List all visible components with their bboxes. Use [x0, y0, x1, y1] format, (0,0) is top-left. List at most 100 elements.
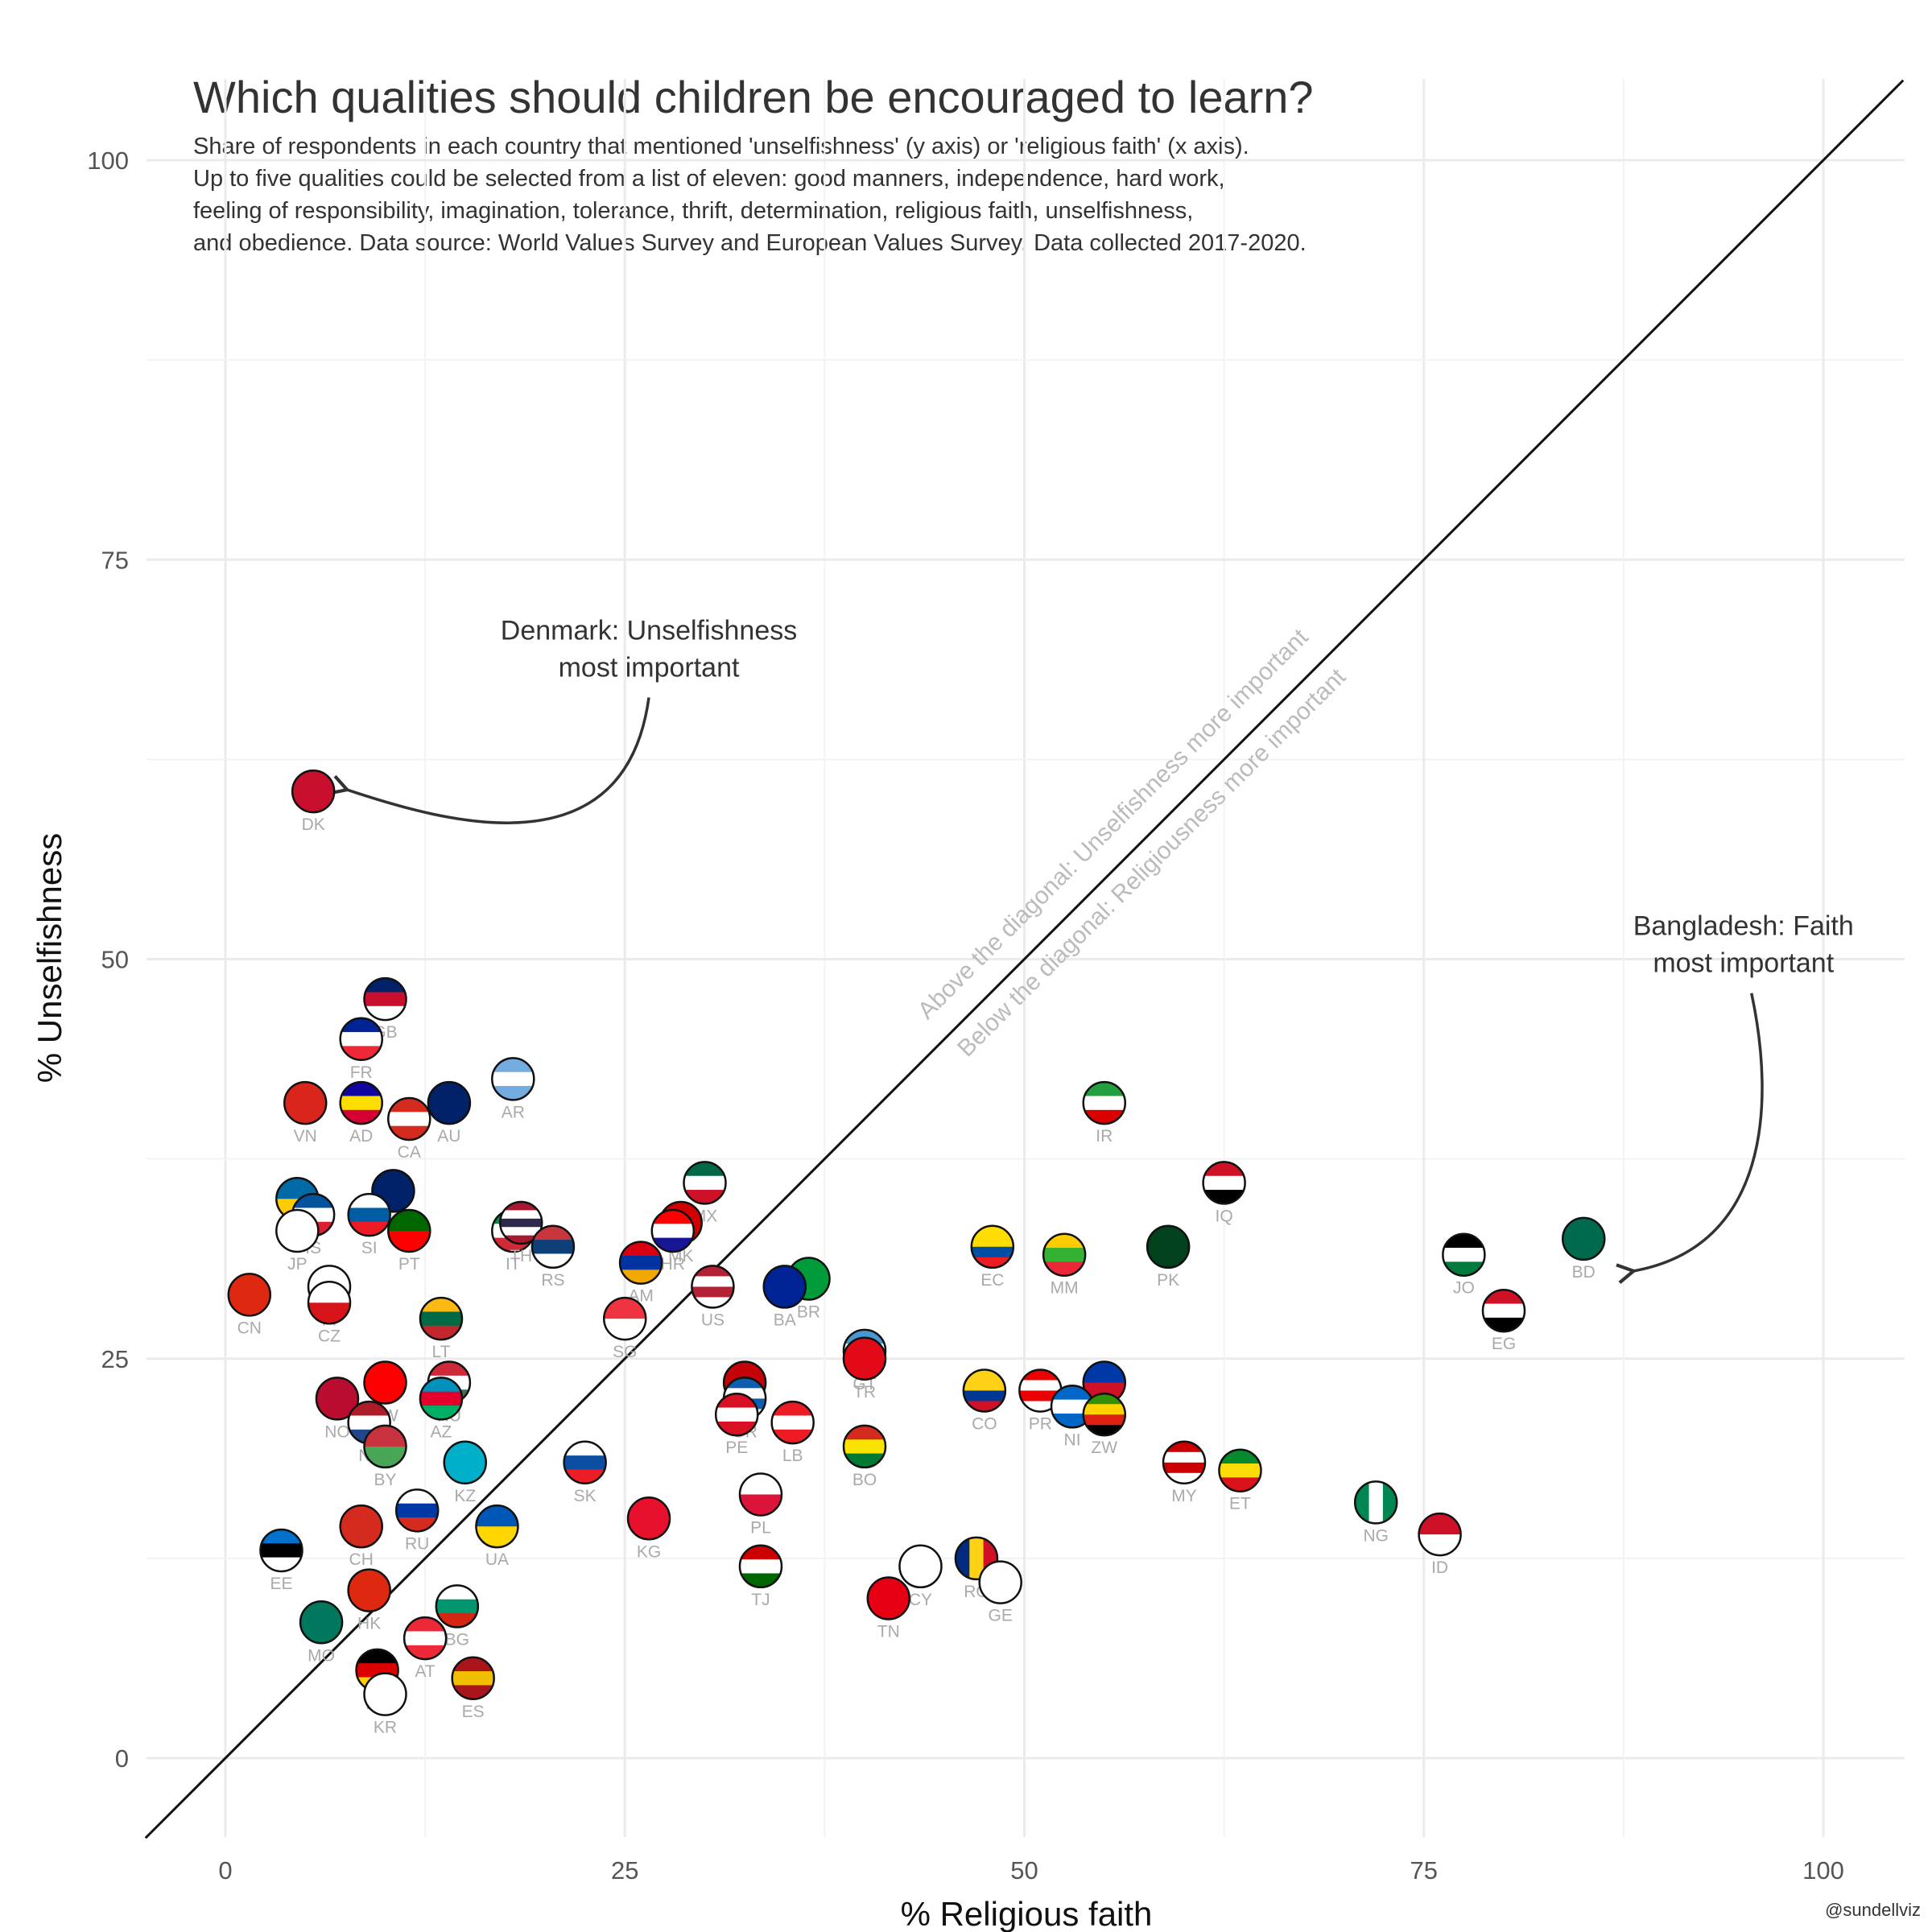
flag-stripe: [364, 1361, 407, 1404]
flag-kg-icon: [628, 1497, 671, 1540]
x-tick-label: 0: [218, 1856, 232, 1885]
flag-kz-icon: [444, 1441, 486, 1484]
flag-outline: [347, 1568, 391, 1612]
flag-outline: [339, 1017, 383, 1061]
flag-stripe: [628, 1497, 671, 1540]
flag-stripe: [476, 1505, 518, 1527]
country-label: VN: [294, 1127, 317, 1146]
flag-outline: [563, 1440, 607, 1485]
flag-outline: [1202, 1161, 1246, 1205]
x-axis-title: % Religious faith: [901, 1895, 1153, 1932]
country-label: IT: [506, 1255, 521, 1274]
flag-stripe: [1219, 1463, 1261, 1478]
flag-stripe: [716, 1407, 758, 1422]
flag-outline: [443, 1440, 487, 1485]
flag-outline: [1162, 1440, 1207, 1485]
flag-stripe: [739, 1494, 782, 1516]
country-label: SI: [361, 1239, 378, 1257]
country-point: GE: [978, 1560, 1022, 1625]
country-point: LB: [770, 1400, 815, 1465]
annotation-arrow: [1616, 993, 1764, 1285]
country-label: BA: [774, 1311, 796, 1329]
country-label: CO: [972, 1414, 997, 1433]
country-point: NO: [315, 1377, 360, 1441]
flag-stripe: [388, 1209, 431, 1232]
country-point: RU: [394, 1488, 440, 1553]
flag-outline: [275, 1208, 320, 1253]
country-point: CY: [898, 1544, 943, 1609]
country-point: CN: [227, 1273, 272, 1337]
flag-ge-icon: [979, 1561, 1022, 1604]
x-tick-label: 100: [1802, 1856, 1844, 1885]
flag-outline: [299, 1600, 344, 1645]
flag-vn-icon: [284, 1082, 327, 1125]
country-label: BG: [445, 1630, 469, 1649]
flag-outline: [387, 1096, 431, 1141]
y-tick-label: 0: [115, 1744, 129, 1773]
country-point: AR: [491, 1057, 535, 1121]
flag-stripe: [436, 1599, 478, 1614]
flag-outline: [842, 1424, 887, 1469]
country-label: PL: [750, 1518, 771, 1537]
country-label: BD: [1572, 1263, 1596, 1282]
country-label: ID: [1431, 1558, 1448, 1577]
country-label: SK: [574, 1487, 597, 1505]
x-tick-label: 75: [1410, 1856, 1438, 1885]
country-point: SI: [347, 1192, 391, 1257]
flag-stripe: [308, 1302, 351, 1324]
flag-stripe: [364, 992, 407, 1007]
annotation-arrow: [328, 697, 650, 824]
flag-stripe: [844, 1439, 886, 1455]
country-point: CO: [962, 1368, 1007, 1433]
flag-stripe: [419, 1391, 462, 1406]
flag-stripe: [260, 1543, 303, 1558]
annotation-text: most important: [1653, 948, 1834, 979]
flag-outline: [347, 1192, 391, 1237]
flag-ch-icon: [340, 1505, 382, 1548]
flag-outline: [259, 1528, 303, 1573]
flag-outline: [402, 1616, 448, 1661]
flag-outline: [962, 1368, 1007, 1413]
flag-outline: [419, 1377, 464, 1421]
flag-stripe: [1043, 1248, 1086, 1262]
flag-outline: [371, 1169, 415, 1213]
country-point: PT: [387, 1208, 431, 1274]
y-tick-label: 25: [101, 1345, 129, 1373]
flag-tn-icon: [867, 1577, 910, 1620]
flag-outline: [970, 1224, 1015, 1269]
flag-stripe: [228, 1274, 270, 1316]
flag-stripe: [963, 1390, 1005, 1402]
diagonal-line: [144, 79, 1905, 1839]
flag-stripe: [427, 1082, 470, 1125]
flag-stripe: [651, 1224, 694, 1239]
flag-outline: [307, 1281, 352, 1325]
country-label: ES: [462, 1703, 485, 1721]
country-label: ET: [1229, 1495, 1251, 1513]
flag-stripe: [340, 1032, 382, 1046]
country-label: IR: [1096, 1127, 1113, 1146]
flag-stripe: [1563, 1217, 1605, 1260]
flag-stripe: [1483, 1303, 1525, 1319]
country-label: CH: [349, 1550, 374, 1569]
flag-outline: [498, 1200, 543, 1245]
x-tick-label: 25: [611, 1856, 638, 1885]
diagonal-label-below: Below the diagonal: Religiousness more i…: [952, 663, 1351, 1062]
flag-stripe: [492, 1071, 535, 1087]
country-point: TN: [866, 1576, 911, 1641]
country-point: NG: [1353, 1480, 1398, 1545]
country-point: MX: [683, 1161, 727, 1225]
country-point: CA: [387, 1096, 431, 1162]
country-point: MY: [1162, 1440, 1207, 1505]
flag-stripe: [531, 1240, 574, 1254]
country-label: UA: [485, 1550, 509, 1569]
country-label: PE: [725, 1439, 748, 1457]
flag-outline: [1082, 1392, 1126, 1437]
flag-stripe: [444, 1441, 486, 1484]
flag-outline: [394, 1488, 440, 1533]
country-label: EE: [270, 1575, 292, 1593]
flag-outline: [1042, 1232, 1087, 1277]
country-point: MO: [299, 1600, 344, 1665]
flag-outline: [315, 1377, 360, 1421]
country-point: JP: [275, 1208, 320, 1274]
flag-bd-icon: [1563, 1217, 1605, 1260]
